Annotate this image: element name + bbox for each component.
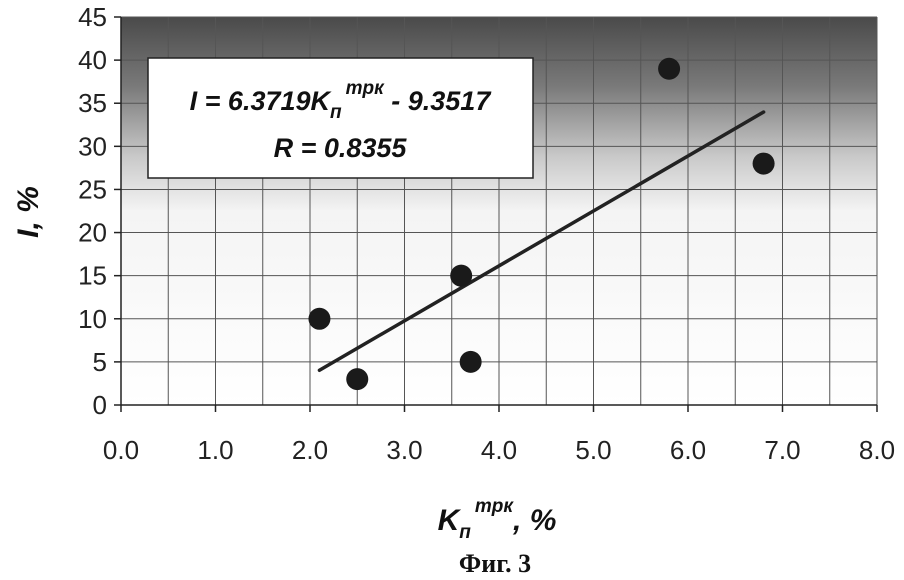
equation-line-2: R = 0.8355 <box>274 133 408 163</box>
x-tick-label: 3.0 <box>386 435 422 465</box>
y-tick-label: 35 <box>78 88 107 118</box>
y-tick-label: 45 <box>78 2 107 32</box>
y-tick-label: 20 <box>78 218 107 248</box>
x-tick-label: 1.0 <box>197 435 233 465</box>
data-point <box>346 368 369 391</box>
equation-line-1: I = 6.3719Kптрк - 9.3517 <box>190 78 493 123</box>
equation-box: I = 6.3719Kптрк - 9.3517 R = 0.8355 <box>147 57 534 179</box>
y-tick-label: 5 <box>93 347 107 377</box>
data-point <box>450 264 473 287</box>
x-tick-label: 0.0 <box>103 435 139 465</box>
y-tick-labels: 0 5 10 15 20 25 30 35 40 45 <box>78 2 121 420</box>
data-point <box>308 307 331 330</box>
x-tick-label: 4.0 <box>481 435 517 465</box>
x-tick-label: 2.0 <box>292 435 328 465</box>
y-tick-label: 25 <box>78 174 107 204</box>
y-tick-label: 30 <box>78 131 107 161</box>
data-point <box>752 152 775 175</box>
x-tick-labels: 0.0 1.0 2.0 3.0 4.0 5.0 6.0 7.0 8.0 <box>103 405 895 465</box>
trend-line <box>317 110 766 373</box>
equation-box-frame <box>147 57 534 179</box>
y-tick-label: 40 <box>78 45 107 75</box>
data-point <box>658 57 681 80</box>
x-tick-label: 8.0 <box>859 435 895 465</box>
y-tick-label: 10 <box>78 304 107 334</box>
data-point <box>459 350 482 373</box>
data-points <box>308 57 775 391</box>
y-axis-title: I, % <box>12 186 45 238</box>
y-tick-label: 15 <box>78 261 107 291</box>
x-axis-title: Kптрк, % <box>438 496 557 543</box>
x-tick-label: 5.0 <box>575 435 611 465</box>
x-tick-label: 6.0 <box>670 435 706 465</box>
x-tick-label: 7.0 <box>764 435 800 465</box>
figure-caption: Фиг. 3 <box>459 549 531 578</box>
y-tick-label: 0 <box>93 390 107 420</box>
